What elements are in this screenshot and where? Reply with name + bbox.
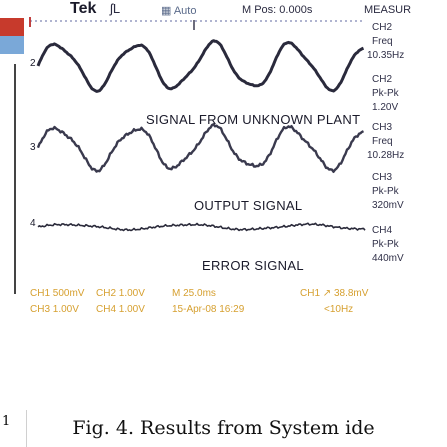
figure-caption: Fig. 4. Results from System ide — [72, 417, 375, 439]
trig-freq: <10Hz — [324, 304, 354, 315]
meas-ch2pk-type: Pk-Pk — [372, 88, 399, 99]
ch4-error-trace — [37, 222, 366, 232]
ch2-scale: CH2 1.00V — [96, 288, 145, 299]
time-scale: M 25.0ms — [172, 288, 216, 299]
date-readout: 15-Apr-08 16:29 — [172, 304, 245, 315]
meas-ch3pk-value: 320mV — [372, 200, 404, 211]
meas-ch3pk-type: Pk-Pk — [372, 186, 399, 197]
left-figure-strip: 1 — [0, 0, 27, 447]
ch2-marker: 2 — [30, 58, 36, 69]
ch3-output-trace — [36, 123, 365, 173]
trigger-state: ʃL — [110, 1, 121, 16]
scope-topbar: Tek ʃL ▦ Auto M Pos: 0.000s MEASUR — [26, 0, 447, 20]
meas-ch2pk-channel: CH2 — [372, 74, 393, 85]
meas-ch4-value: 440mV — [372, 253, 404, 264]
waveform-plot — [29, 17, 366, 232]
ch1-scale: CH1 500mV — [30, 288, 85, 299]
output-signal-label: OUTPUT SIGNAL — [194, 198, 303, 213]
left-figure-number: 1 — [2, 414, 11, 429]
meas-ch2-value: 10.35Hz — [367, 50, 405, 61]
auto-icon: ▦ — [161, 5, 174, 17]
ch4-marker: 4 — [30, 218, 36, 229]
meas-ch2pk-value: 1.20V — [372, 102, 399, 113]
ch4-scale: CH4 1.00V — [96, 304, 145, 315]
mpos-readout: M Pos: 0.000s — [242, 4, 313, 16]
meas-ch2-channel: CH2 — [372, 22, 393, 33]
brand-label: Tek — [70, 0, 97, 17]
measure-header: MEASUR — [364, 4, 412, 16]
meas-ch3-type: Freq — [372, 136, 393, 147]
ch3-scale: CH3 1.00V — [30, 304, 79, 315]
acq-mode: ▦ Auto — [161, 5, 197, 17]
plant-signal-label: SIGNAL FROM UNKNOWN PLANT — [146, 112, 361, 127]
ch2-plant-trace — [36, 39, 365, 93]
oscilloscope-screen: Tek ʃL ▦ Auto M Pos: 0.000s MEASUR CH2 F… — [26, 0, 447, 410]
left-strip-blue-block — [0, 36, 24, 54]
meas-ch3pk-channel: CH3 — [372, 172, 393, 183]
meas-ch3-channel: CH3 — [372, 122, 393, 133]
meas-ch4-type: Pk-Pk — [372, 239, 399, 250]
meas-ch4-channel: CH4 — [372, 225, 393, 236]
trigger-readout: CH1 ↗ 38.8mV — [300, 288, 369, 299]
error-signal-label: ERROR SIGNAL — [202, 258, 304, 273]
left-strip-red-block — [0, 18, 24, 36]
meas-ch3-value: 10.28Hz — [367, 150, 405, 161]
meas-ch2-type: Freq — [372, 36, 393, 47]
ch3-marker: 3 — [30, 142, 36, 153]
left-strip-bar — [14, 64, 16, 294]
